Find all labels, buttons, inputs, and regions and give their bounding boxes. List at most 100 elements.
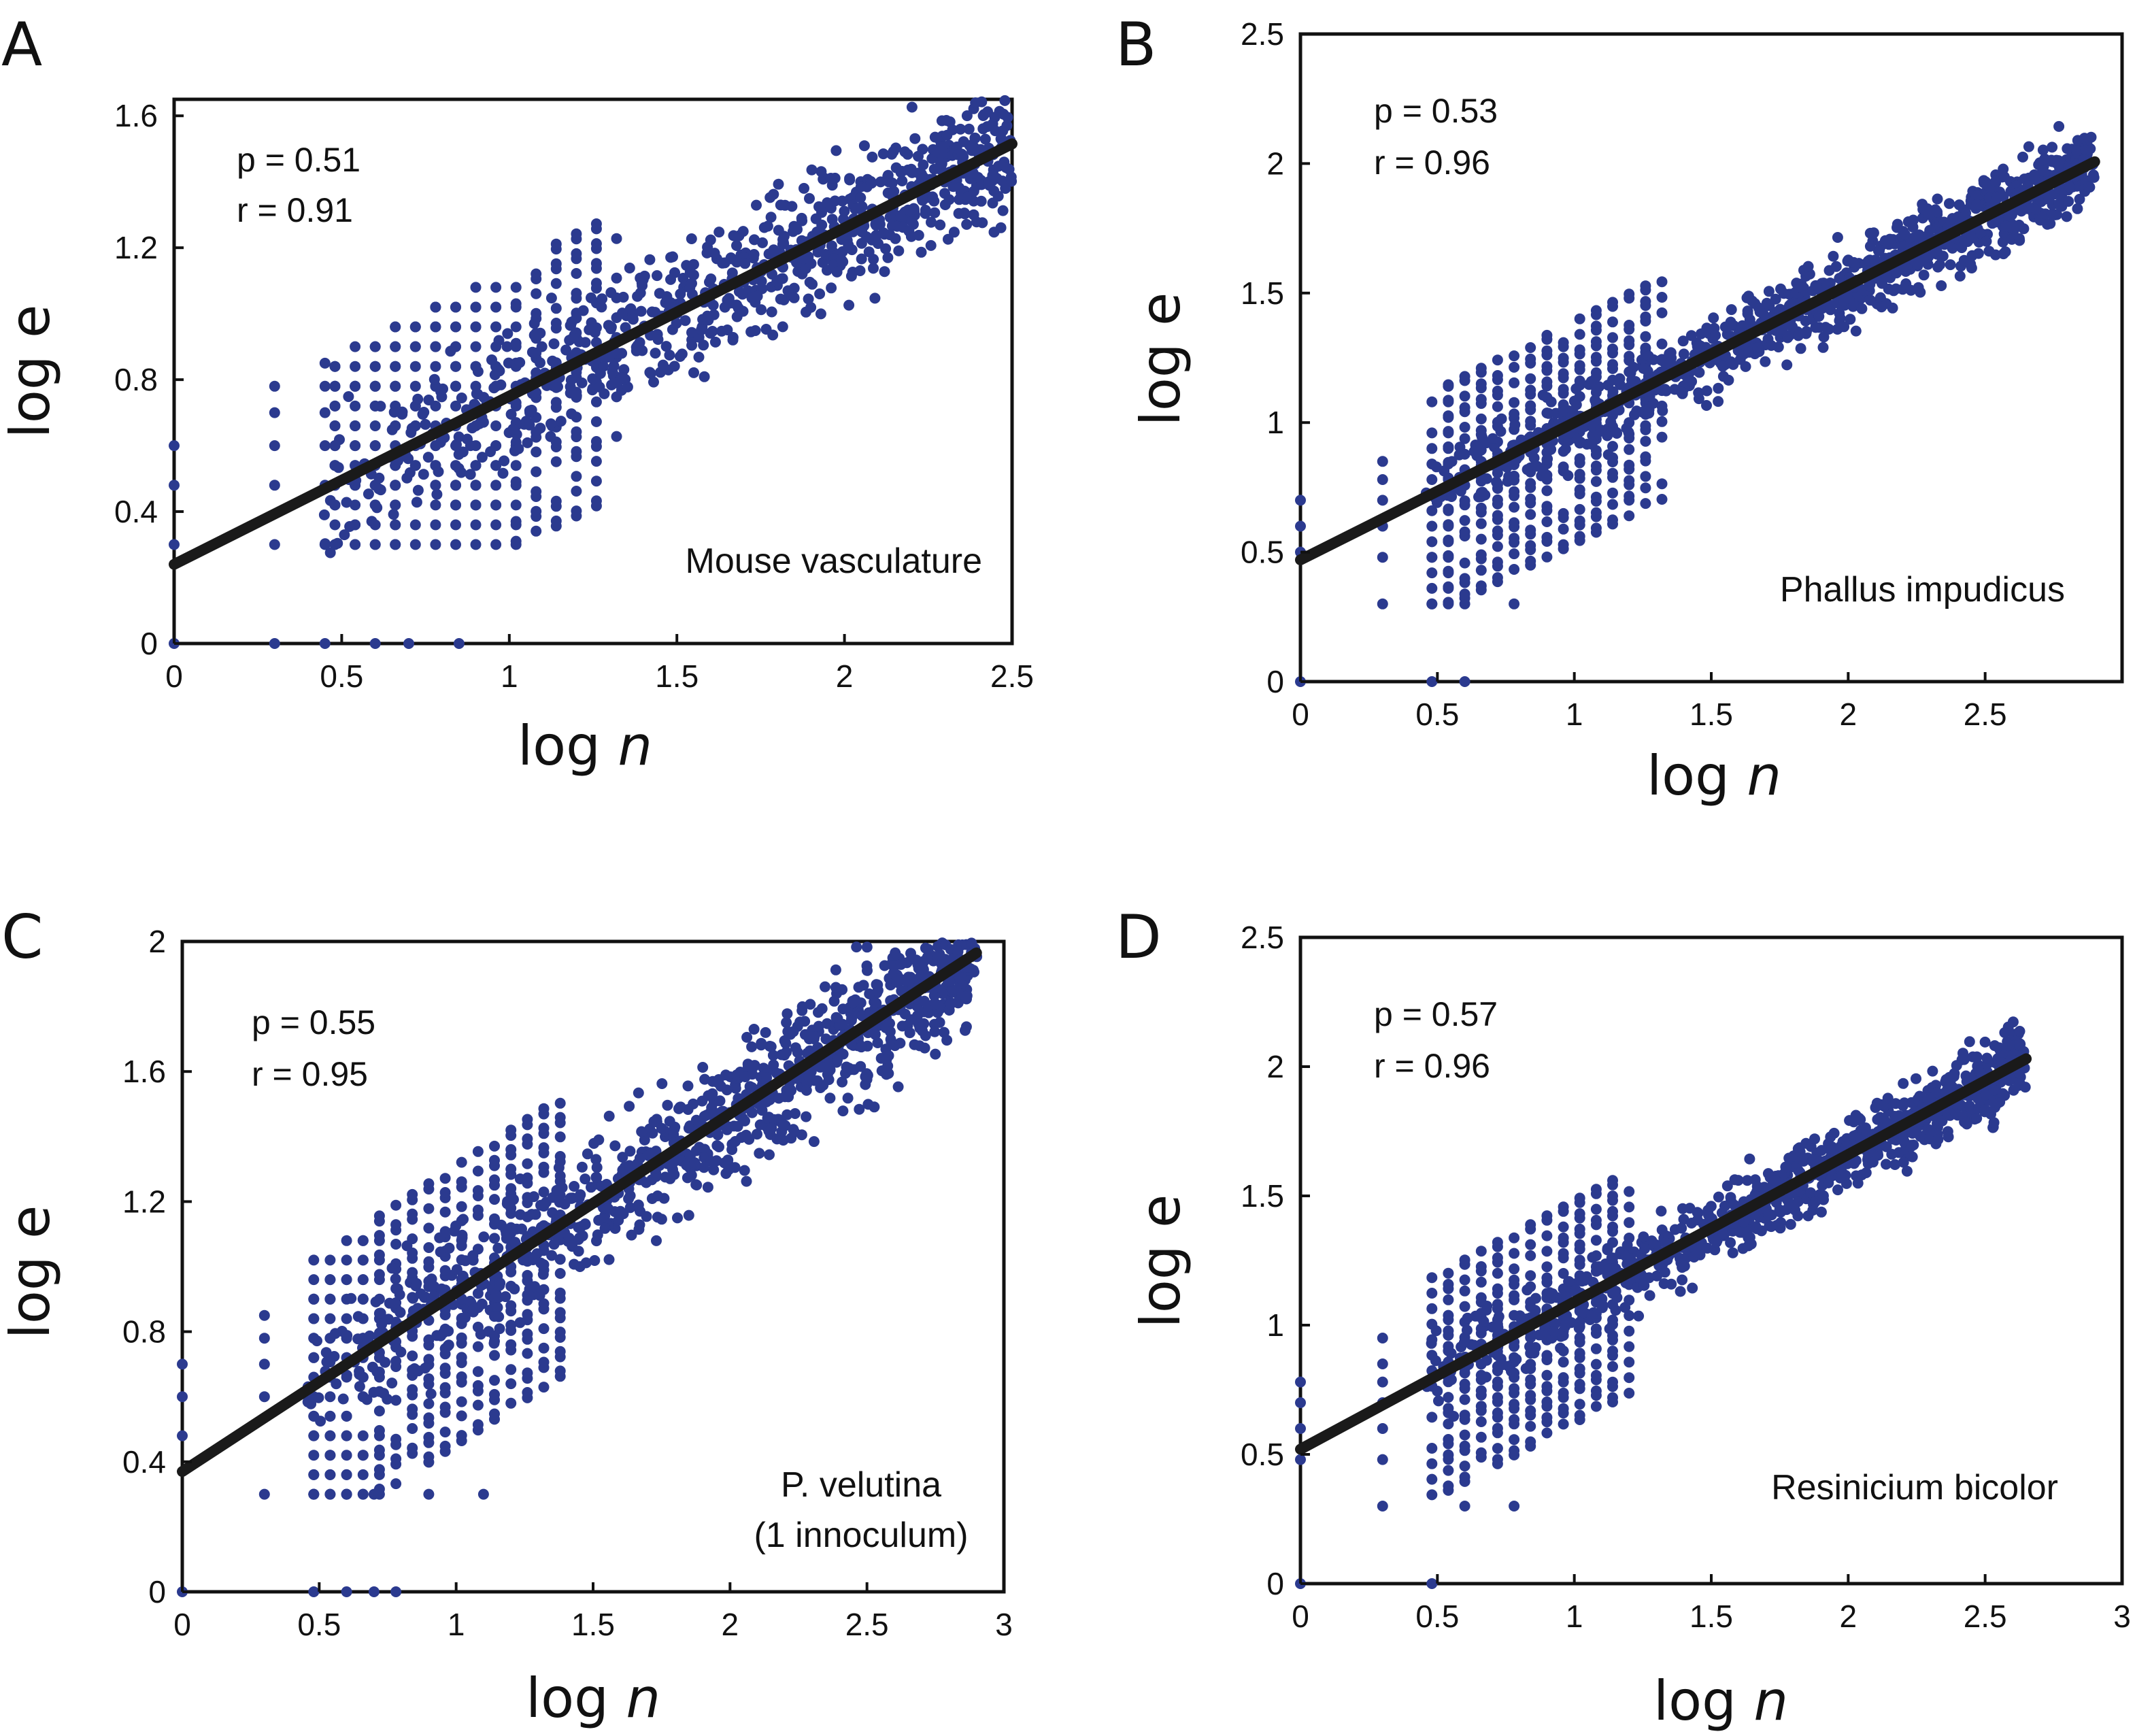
data-point xyxy=(390,519,401,531)
data-point xyxy=(1932,206,1943,218)
data-point xyxy=(675,1101,686,1113)
data-point xyxy=(407,1188,418,1200)
data-point xyxy=(1509,408,1520,420)
data-point xyxy=(439,1440,451,1452)
data-point xyxy=(470,341,482,352)
data-point xyxy=(472,1185,484,1197)
data-point xyxy=(929,207,941,218)
data-point xyxy=(390,341,401,352)
data-point xyxy=(456,1410,467,1422)
panel-a-points xyxy=(169,95,1018,649)
data-point xyxy=(1574,313,1585,324)
data-point xyxy=(681,1159,692,1171)
data-point xyxy=(1590,491,1602,503)
data-point xyxy=(599,388,610,399)
data-point xyxy=(1864,241,1876,252)
data-point xyxy=(895,958,907,970)
x-tick-label: 1 xyxy=(448,1607,465,1642)
data-point xyxy=(1863,280,1875,292)
data-point xyxy=(490,480,502,491)
data-point xyxy=(694,1141,705,1153)
data-point xyxy=(470,301,482,313)
data-point xyxy=(443,1242,455,1254)
data-point xyxy=(830,145,842,156)
data-point xyxy=(723,1164,735,1175)
data-point xyxy=(269,407,280,418)
data-point xyxy=(453,431,465,443)
data-point xyxy=(386,1378,398,1389)
data-point xyxy=(1459,573,1470,584)
data-point xyxy=(1558,1268,1569,1279)
data-point xyxy=(1558,1403,1569,1414)
data-point xyxy=(596,293,608,305)
data-point xyxy=(856,253,867,265)
data-point xyxy=(616,348,628,359)
data-point xyxy=(765,212,777,223)
data-point xyxy=(650,1146,662,1157)
data-point xyxy=(490,440,502,452)
data-point xyxy=(341,497,352,508)
data-point xyxy=(329,1351,340,1362)
data-point xyxy=(308,1488,320,1500)
data-point xyxy=(423,1431,435,1443)
data-point xyxy=(1898,1078,1909,1089)
data-point xyxy=(1590,320,1602,332)
data-point xyxy=(538,1122,550,1134)
data-point xyxy=(538,1298,550,1309)
data-point xyxy=(324,1313,336,1324)
data-point xyxy=(1574,484,1585,495)
data-point xyxy=(1443,1480,1454,1492)
data-point xyxy=(1574,1399,1585,1410)
data-point xyxy=(1887,302,1898,314)
data-point xyxy=(269,638,280,649)
data-point xyxy=(675,288,686,300)
data-point xyxy=(450,301,461,313)
data-point xyxy=(760,1026,771,1038)
data-point xyxy=(669,267,680,278)
data-point xyxy=(571,471,582,482)
data-point xyxy=(357,1450,369,1461)
data-point xyxy=(636,1126,648,1137)
data-point xyxy=(450,380,461,392)
data-point xyxy=(551,1184,562,1196)
data-point xyxy=(350,380,361,392)
data-point xyxy=(1377,1423,1388,1434)
data-point xyxy=(344,521,356,532)
data-point xyxy=(1496,413,1507,424)
data-point xyxy=(1455,485,1466,497)
data-point xyxy=(430,341,441,352)
data-point xyxy=(1443,1309,1454,1321)
data-point xyxy=(1590,1385,1602,1397)
data-point xyxy=(1549,1318,1561,1329)
panel-b-p-value: p = 0.53 xyxy=(1374,92,1498,130)
data-point xyxy=(1578,1273,1589,1285)
data-point xyxy=(1541,516,1553,527)
data-point xyxy=(768,1059,779,1071)
data-point xyxy=(456,1201,467,1212)
data-point xyxy=(352,1311,364,1322)
data-point xyxy=(390,1478,402,1490)
data-point xyxy=(611,233,622,244)
data-point xyxy=(453,638,465,649)
data-point xyxy=(1752,342,1764,353)
data-point xyxy=(664,1116,675,1127)
data-point xyxy=(660,341,672,352)
data-point xyxy=(373,1269,385,1280)
data-point xyxy=(1624,444,1635,455)
data-point xyxy=(1971,199,1983,210)
data-point xyxy=(646,306,658,318)
data-point xyxy=(522,1309,533,1320)
data-point xyxy=(1604,1263,1615,1275)
data-point xyxy=(535,357,545,369)
data-point xyxy=(1590,1343,1602,1354)
data-point xyxy=(1921,203,1933,214)
panel-d-fit-line xyxy=(1295,1053,2032,1455)
data-point xyxy=(318,509,330,520)
data-point xyxy=(739,1165,750,1176)
data-point xyxy=(324,1274,336,1286)
data-point xyxy=(746,1082,758,1093)
data-point xyxy=(1623,427,1634,438)
data-point xyxy=(1624,1356,1635,1368)
data-point xyxy=(489,1408,500,1420)
data-point xyxy=(902,148,913,160)
